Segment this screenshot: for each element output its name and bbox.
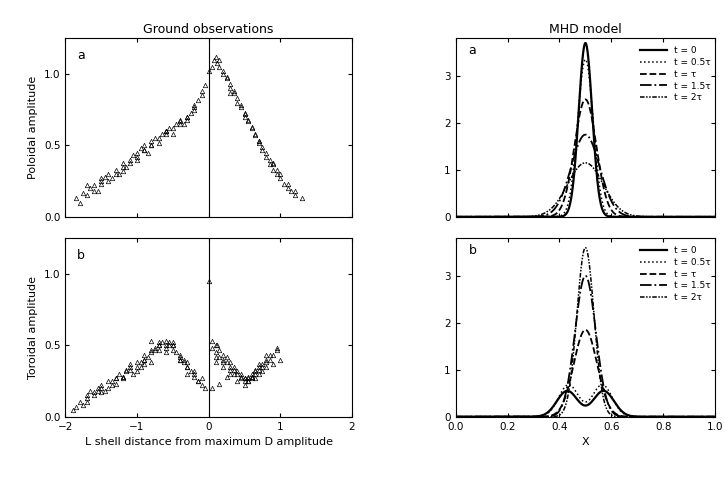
X-axis label: L shell distance from maximum D amplitude: L shell distance from maximum D amplitud… — [85, 437, 333, 447]
X-axis label: X: X — [582, 437, 590, 447]
Title: Ground observations: Ground observations — [144, 23, 274, 36]
Y-axis label: Toroidal amplitude: Toroidal amplitude — [28, 276, 38, 379]
Text: a: a — [469, 44, 476, 57]
Text: a: a — [77, 49, 84, 62]
Legend: t = 0, t = 0.5τ, t = τ, t = 1.5τ, t = 2τ: t = 0, t = 0.5τ, t = τ, t = 1.5τ, t = 2τ — [640, 46, 711, 102]
Text: b: b — [469, 244, 476, 257]
Legend: t = 0, t = 0.5τ, t = τ, t = 1.5τ, t = 2τ: t = 0, t = 0.5τ, t = τ, t = 1.5τ, t = 2τ — [640, 246, 711, 302]
Title: MHD model: MHD model — [549, 23, 621, 36]
Text: b: b — [77, 249, 85, 262]
Y-axis label: Poloidal amplitude: Poloidal amplitude — [28, 76, 38, 179]
